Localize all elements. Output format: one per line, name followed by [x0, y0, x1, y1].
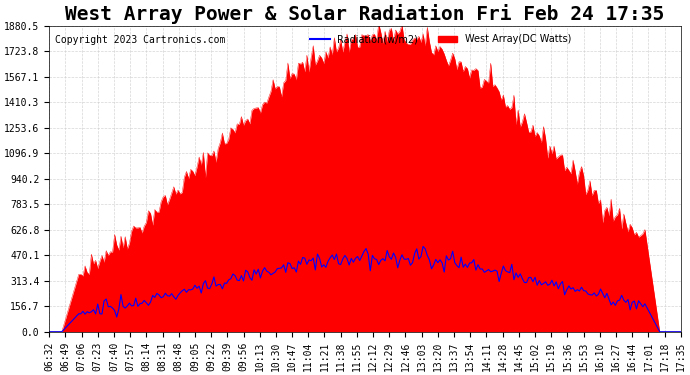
Title: West Array Power & Solar Radiation Fri Feb 24 17:35: West Array Power & Solar Radiation Fri F…	[66, 4, 664, 24]
Legend: Radiation(w/m2), West Array(DC Watts): Radiation(w/m2), West Array(DC Watts)	[306, 31, 575, 48]
Text: Copyright 2023 Cartronics.com: Copyright 2023 Cartronics.com	[55, 35, 226, 45]
